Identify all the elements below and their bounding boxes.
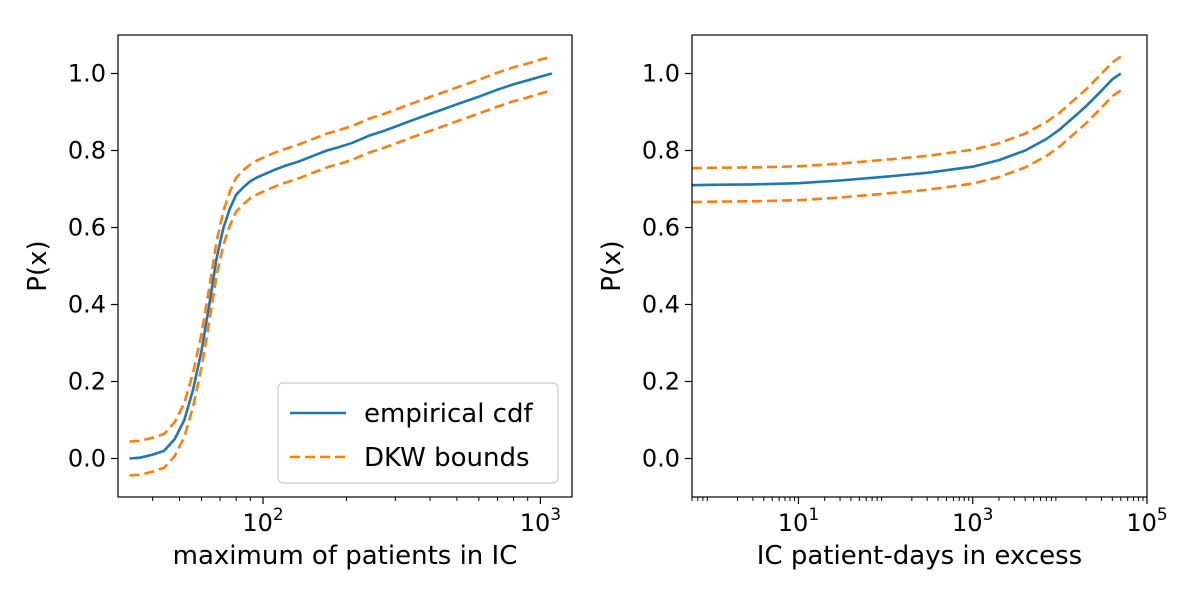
y-tick-label: 1.0 (642, 60, 680, 88)
empirical-cdf-line (692, 72, 1122, 187)
empirical-cdf-line (129, 72, 553, 460)
y-tick-label: 0.8 (68, 137, 106, 165)
y-tick-label: 0.2 (642, 368, 680, 396)
legend-box (277, 382, 559, 484)
legend-label: DKW bounds (364, 443, 530, 473)
x-tick-label: 103 (520, 505, 561, 537)
chart-2: 101 103 105 0.0 0.2 0.4 0.6 0.8 1.0 IC patient-da… (597, 34, 1168, 571)
dkw-lower-bound-line (129, 89, 553, 477)
y-axis-label: P(x) (597, 240, 627, 291)
legend-label: empirical cdf (364, 399, 533, 429)
legend: empirical cdf DKW bounds (277, 382, 559, 484)
y-tick-label: 0.4 (68, 291, 106, 319)
y-axis-label: P(x) (23, 240, 53, 291)
y-tick-label: 0.0 (642, 445, 680, 473)
x-axis-label: maximum of patients in IC (173, 541, 518, 571)
dkw-upper-bound-line (692, 55, 1122, 170)
y-tick-label: 0.6 (68, 214, 106, 242)
x-tick-label: 103 (952, 505, 993, 537)
x-tick-label: 101 (778, 505, 819, 537)
dkw-lower-bound-line (692, 89, 1122, 204)
plot-frame (117, 34, 573, 498)
y-tick-label: 1.0 (68, 60, 106, 88)
y-tick-label: 0.8 (642, 137, 680, 165)
y-tick-label: 0.4 (642, 291, 680, 319)
x-tick-label: 102 (242, 505, 283, 537)
y-tick-label: 0.0 (68, 445, 106, 473)
y-tick-label: 0.6 (642, 214, 680, 242)
y-tick-label: 0.2 (68, 368, 106, 396)
plot-frame (691, 34, 1148, 498)
dkw-upper-bound-line (129, 55, 553, 443)
x-axis-label: IC patient-days in excess (757, 541, 1082, 571)
chart-1: 102 103 0.0 0.2 0.4 0.6 0.8 1.0 maximum of patie… (23, 34, 573, 571)
x-tick-label: 105 (1126, 505, 1167, 537)
